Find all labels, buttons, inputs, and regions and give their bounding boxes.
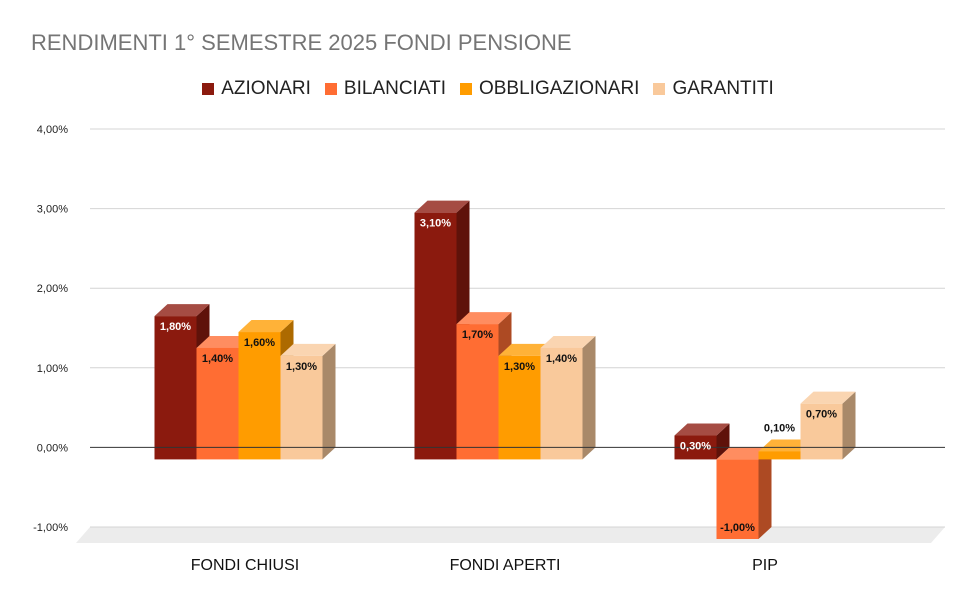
- bar-side: [842, 391, 856, 460]
- bar: [540, 335, 596, 460]
- legend-swatch-bilanciati: [324, 83, 337, 95]
- legend-label-bilanciati: BILANCIATI: [343, 78, 446, 99]
- x-tick-label: FONDI CHIUSI: [191, 557, 299, 574]
- data-label: 1,40%: [202, 353, 233, 365]
- legend-swatch-obbligazionari: [459, 83, 472, 95]
- bar-top: [238, 320, 294, 333]
- legend-label-garantiti: GARANTITI: [672, 78, 774, 99]
- data-label: 1,40%: [546, 353, 577, 365]
- floor-plane: [76, 527, 945, 543]
- y-tick-label: 0,00%: [37, 442, 68, 454]
- bar-top: [280, 343, 336, 356]
- bar-front: [280, 355, 323, 460]
- y-tick-label: -1,00%: [33, 522, 68, 534]
- data-label: 1,70%: [462, 329, 493, 341]
- x-tick-label: PIP: [752, 557, 778, 574]
- y-tick-label: 4,00%: [37, 124, 68, 136]
- y-axis-ticks: -1,00% 0,00% 1,00% 2,00% 3,00% 4,00%: [33, 124, 68, 534]
- chart-title: RENDIMENTI 1° SEMESTRE 2025 FONDI PENSIO…: [31, 30, 572, 55]
- x-axis-ticks: FONDI CHIUSI FONDI APERTI PIP: [191, 557, 778, 574]
- bar-top: [414, 200, 470, 213]
- bar-front: [498, 355, 541, 460]
- y-tick-label: 2,00%: [37, 283, 68, 295]
- data-label: 1,60%: [244, 337, 275, 349]
- bar-front: [540, 347, 583, 460]
- bar-top: [716, 447, 772, 460]
- bar-top: [674, 423, 730, 436]
- data-labels: 1,80% 1,40% 1,60% 1,30% 3,10% 1,70% 1,30% 1,40%…: [160, 218, 837, 534]
- legend-item-obbligazionari: OBBLIGAZIONARI: [459, 78, 640, 100]
- bar-front: [196, 347, 239, 460]
- bar-front: [456, 324, 499, 460]
- bar-front: [238, 332, 281, 460]
- x-tick-label: FONDI APERTI: [450, 557, 561, 574]
- legend-swatch-garantiti: [653, 83, 666, 95]
- bar-side: [716, 423, 730, 460]
- bar-top: [196, 335, 252, 348]
- bar-side: [758, 447, 772, 539]
- bars: [154, 200, 856, 539]
- data-label: 1,30%: [286, 361, 317, 373]
- data-label: 1,80%: [160, 321, 191, 333]
- legend-item-bilanciati: BILANCIATI: [324, 78, 446, 100]
- bar-front: [800, 403, 843, 460]
- bar-front: [716, 459, 759, 539]
- bar-top: [498, 343, 554, 356]
- legend-item-garantiti: GARANTITI: [653, 78, 774, 100]
- data-label: 1,30%: [504, 361, 535, 373]
- bar-top: [540, 335, 596, 348]
- legend-label-obbligazionari: OBBLIGAZIONARI: [478, 78, 640, 99]
- data-label: 0,10%: [764, 422, 795, 434]
- bar-front: [414, 212, 457, 460]
- data-label: 0,70%: [806, 409, 837, 421]
- bar-top: [758, 439, 814, 452]
- bar: [800, 391, 856, 460]
- legend: AZIONARI BILANCIATI OBBLIGAZIONARI GARAN…: [0, 78, 976, 100]
- bar-side: [582, 335, 596, 460]
- bar: [280, 343, 336, 460]
- data-label: 0,30%: [680, 441, 711, 453]
- chart-floor: [76, 527, 945, 543]
- y-tick-label: 3,00%: [37, 204, 68, 216]
- bar-side: [322, 343, 336, 460]
- bar-front: [758, 451, 801, 460]
- data-label: 3,10%: [420, 218, 451, 230]
- bar: [716, 447, 772, 539]
- legend-swatch-azionari: [202, 83, 215, 95]
- y-tick-label: 1,00%: [37, 363, 68, 375]
- data-label: -1,00%: [720, 522, 755, 534]
- bar-top: [456, 312, 512, 325]
- bar-top: [800, 391, 856, 404]
- legend-label-azionari: AZIONARI: [221, 78, 311, 99]
- legend-item-azionari: AZIONARI: [202, 78, 311, 100]
- gridlines: [90, 128, 945, 528]
- bar-front: [154, 316, 197, 460]
- bar-top: [154, 304, 210, 317]
